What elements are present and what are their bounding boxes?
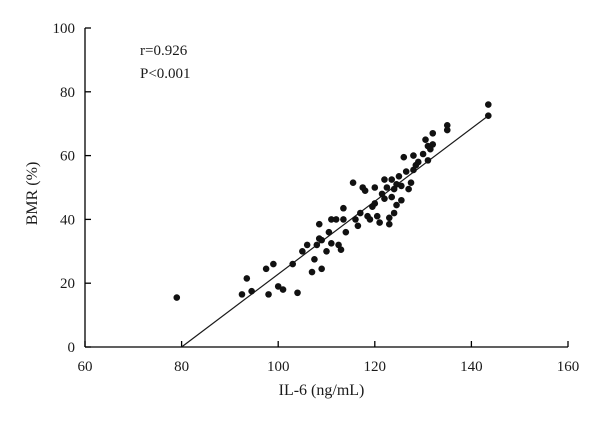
data-point <box>371 184 379 191</box>
chart-labels: IL-6 (ng/mL) BMR (%) r=0.926 P<0.001 <box>24 43 364 399</box>
data-point <box>385 220 393 228</box>
y-tick-label: 100 <box>53 21 76 37</box>
y-tick-label: 0 <box>68 340 76 356</box>
data-point <box>313 241 321 249</box>
data-point <box>265 291 272 298</box>
data-point <box>381 195 388 202</box>
y-axis-label: BMR (%) <box>24 162 41 226</box>
data-point <box>381 176 388 183</box>
data-point <box>270 260 277 268</box>
data-point <box>262 265 270 273</box>
data-point <box>349 179 357 187</box>
x-tick-label: 80 <box>174 359 189 375</box>
data-point <box>342 228 350 236</box>
y-tick-label: 60 <box>60 149 75 165</box>
data-point <box>332 216 340 223</box>
data-point <box>357 209 364 217</box>
data-point <box>318 236 325 244</box>
data-point <box>398 196 405 204</box>
data-point <box>383 184 391 191</box>
data-point <box>238 291 246 298</box>
x-tick-label: 160 <box>557 359 580 375</box>
correlation-annotation: r=0.926 <box>140 43 188 59</box>
data-point <box>325 228 333 236</box>
x-tick-label: 60 <box>78 359 93 375</box>
data-point <box>173 294 181 301</box>
data-point <box>429 129 437 137</box>
data-point <box>393 201 400 209</box>
data-point <box>337 246 345 254</box>
data-point <box>443 126 451 134</box>
data-point <box>366 216 374 223</box>
data-point <box>429 141 437 148</box>
data-point <box>315 220 323 228</box>
data-point <box>279 286 287 293</box>
data-point <box>405 185 412 193</box>
data-point <box>248 287 255 295</box>
data-point <box>308 268 316 276</box>
data-point <box>361 187 369 194</box>
data-point <box>400 153 408 161</box>
data-point <box>318 265 325 273</box>
x-tick-label: 120 <box>364 359 387 375</box>
data-point <box>410 152 417 159</box>
data-point <box>388 193 396 201</box>
x-axis-label: IL-6 (ng/mL) <box>279 382 365 399</box>
regression-line-group <box>181 115 489 348</box>
data-point <box>303 241 311 249</box>
data-point <box>390 209 398 217</box>
data-point <box>422 136 429 143</box>
data-point <box>299 248 306 255</box>
data-point <box>340 204 347 212</box>
y-tick-label: 20 <box>60 276 75 292</box>
p-value-annotation: P<0.001 <box>140 66 191 82</box>
data-point <box>311 255 318 263</box>
data-point <box>294 289 301 297</box>
data-point <box>402 168 410 175</box>
data-point <box>323 248 330 255</box>
data-point <box>340 216 347 223</box>
data-point <box>419 150 427 158</box>
data-point <box>354 222 362 230</box>
data-point <box>443 121 451 129</box>
data-point <box>424 157 432 164</box>
data-point <box>243 275 251 282</box>
data-point <box>289 260 296 268</box>
data-point <box>485 112 492 120</box>
data-point <box>328 240 335 247</box>
data-point <box>398 182 405 190</box>
axes: 0 20 40 60 80 100 60 80 100 120 140 160 <box>53 21 580 375</box>
data-points <box>173 101 492 301</box>
data-point <box>388 176 396 183</box>
x-tick-label: 100 <box>267 359 290 375</box>
data-point <box>371 200 379 207</box>
data-point <box>414 158 422 166</box>
data-point <box>274 283 282 290</box>
data-point <box>373 212 381 220</box>
data-point <box>352 216 359 223</box>
data-point <box>485 101 492 108</box>
data-point <box>376 219 383 226</box>
data-point <box>395 173 403 180</box>
data-point <box>407 179 415 187</box>
y-tick-label: 80 <box>60 85 75 101</box>
y-tick-label: 40 <box>60 212 75 228</box>
data-point <box>328 216 335 223</box>
data-point <box>385 214 393 222</box>
regression-line <box>181 115 489 348</box>
x-tick-label: 140 <box>460 359 483 375</box>
